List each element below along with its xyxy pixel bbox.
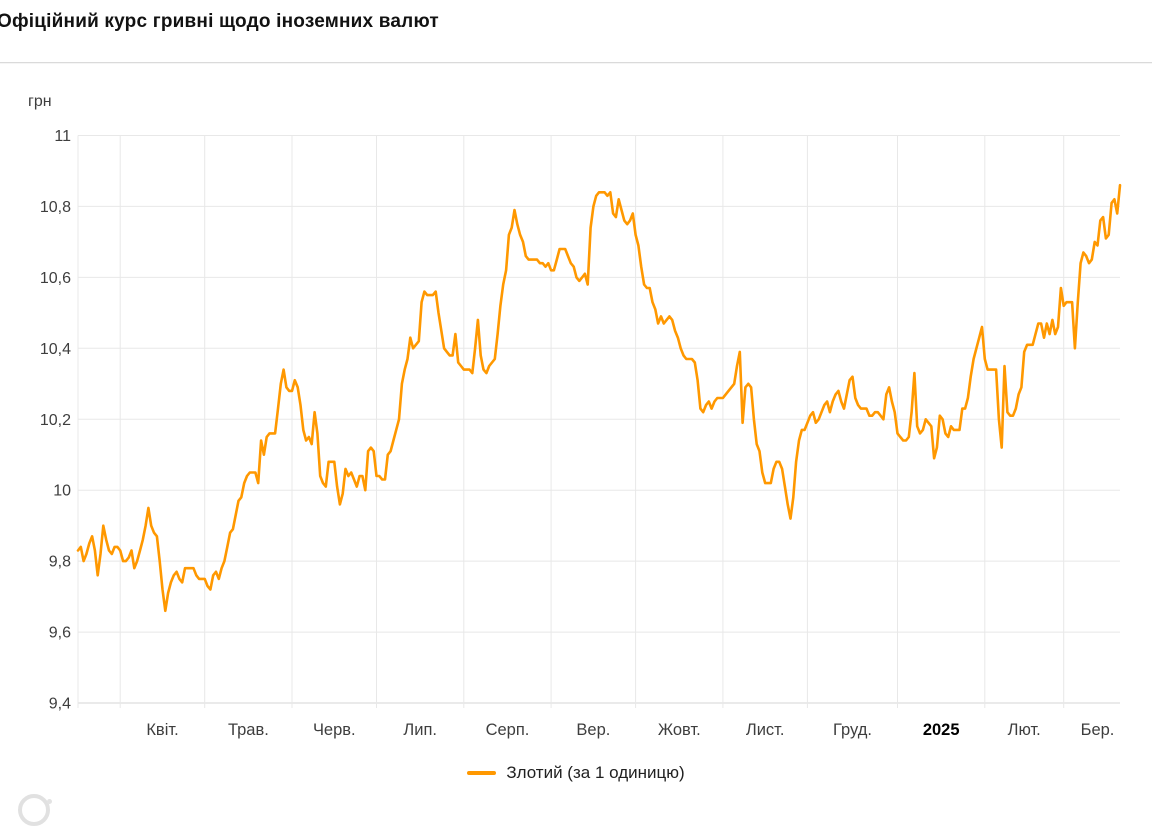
y-tick-label: 10,6: [40, 270, 71, 287]
y-tick-label: 10: [53, 483, 71, 500]
x-tick-label: Серп.: [486, 721, 530, 739]
y-tick-label: 10,2: [40, 412, 71, 429]
y-axis-unit-label: грн: [28, 93, 52, 110]
x-tick-label: Вер.: [576, 721, 610, 739]
x-tick-label: Квіт.: [146, 721, 178, 739]
exchange-rate-chart: 11 10,8 10,6 10,4 10,2 10 9,8 9,6 9,4 Квіт. Трав. Ч…: [40, 128, 1122, 739]
x-tick-label: Лип.: [403, 721, 437, 739]
y-tick-label: 11: [54, 128, 71, 145]
x-tick-label: Черв.: [313, 721, 356, 739]
x-tick-label: Лют.: [1008, 721, 1041, 739]
y-tick-label: 9,4: [49, 696, 71, 713]
y-tick-label: 9,8: [49, 554, 71, 571]
legend-line-swatch: [467, 771, 497, 775]
x-tick-label: Бер.: [1081, 721, 1115, 739]
legend-item-zloty[interactable]: Злотий (за 1 одиницю): [467, 763, 685, 783]
y-tick-label: 10,8: [40, 199, 71, 216]
watermark-dot: [47, 799, 52, 804]
x-tick-label: Груд.: [833, 721, 872, 739]
page-title: Офіційний курс гривні щодо іноземних вал…: [0, 11, 439, 32]
y-tick-label: 9,6: [49, 625, 71, 642]
legend: Злотий (за 1 одиницю): [0, 763, 1152, 783]
watermark-partial-logo: [18, 794, 50, 826]
legend-label: Злотий (за 1 одиницю): [506, 763, 685, 782]
x-tick-label: Жовт.: [658, 721, 701, 739]
series-line-zloty: [76, 183, 1122, 613]
x-tick-label: Лист.: [746, 721, 785, 739]
x-tick-label: 2025: [923, 721, 960, 739]
y-tick-label: 10,4: [40, 341, 71, 358]
header-divider: [0, 62, 1152, 63]
x-tick-label: Трав.: [228, 721, 269, 739]
